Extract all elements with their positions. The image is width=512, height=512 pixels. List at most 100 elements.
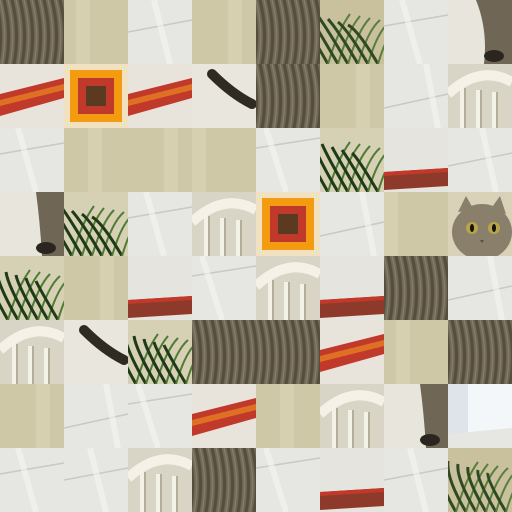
placemat-edge-image bbox=[320, 320, 384, 384]
puzzle-tile[interactable] bbox=[320, 320, 384, 384]
puzzle-tile[interactable] bbox=[128, 448, 192, 512]
puzzle-tile[interactable] bbox=[448, 64, 512, 128]
puzzle-tile[interactable] bbox=[192, 448, 256, 512]
tablecloth-image bbox=[0, 128, 64, 192]
puzzle-tile[interactable] bbox=[384, 384, 448, 448]
placemat-corner-image bbox=[64, 64, 128, 128]
puzzle-tile[interactable] bbox=[320, 0, 384, 64]
plant-image bbox=[64, 192, 128, 256]
puzzle-tile[interactable] bbox=[320, 64, 384, 128]
puzzle-tile[interactable] bbox=[128, 192, 192, 256]
puzzle-tile[interactable] bbox=[448, 192, 512, 256]
puzzle-tile[interactable] bbox=[128, 384, 192, 448]
puzzle-tile[interactable] bbox=[192, 256, 256, 320]
puzzle-tile[interactable] bbox=[256, 128, 320, 192]
cat-paw-image bbox=[448, 0, 512, 64]
tablecloth-image bbox=[384, 448, 448, 512]
tablecloth-image bbox=[128, 192, 192, 256]
cat-fur-image bbox=[256, 0, 320, 64]
cat-fur-image bbox=[0, 0, 64, 64]
puzzle-tile[interactable] bbox=[448, 320, 512, 384]
puzzle-tile[interactable] bbox=[256, 256, 320, 320]
puzzle-tile[interactable] bbox=[64, 256, 128, 320]
plant-wall-image bbox=[320, 0, 384, 64]
puzzle-tile[interactable] bbox=[256, 384, 320, 448]
puzzle-tile[interactable] bbox=[192, 320, 256, 384]
cat-tail-image bbox=[64, 320, 128, 384]
puzzle-tile[interactable] bbox=[384, 256, 448, 320]
puzzle-tile[interactable] bbox=[64, 0, 128, 64]
placemat-side-image bbox=[384, 128, 448, 192]
puzzle-tile[interactable] bbox=[448, 384, 512, 448]
puzzle-tile[interactable] bbox=[256, 0, 320, 64]
cat-tail-image bbox=[192, 64, 256, 128]
puzzle-tile[interactable] bbox=[320, 384, 384, 448]
puzzle-tile[interactable] bbox=[320, 192, 384, 256]
wall-image bbox=[64, 128, 128, 192]
placemat-corner-image bbox=[256, 192, 320, 256]
cat-paw-image bbox=[0, 192, 64, 256]
puzzle-tile[interactable] bbox=[384, 448, 448, 512]
wall-image bbox=[256, 384, 320, 448]
tablecloth-image bbox=[256, 448, 320, 512]
plant-wall-image bbox=[448, 448, 512, 512]
puzzle-tile[interactable] bbox=[192, 0, 256, 64]
puzzle-tile[interactable] bbox=[256, 192, 320, 256]
puzzle-tile[interactable] bbox=[0, 384, 64, 448]
puzzle-tile[interactable] bbox=[128, 256, 192, 320]
puzzle-tile[interactable] bbox=[0, 320, 64, 384]
puzzle-tile[interactable] bbox=[0, 256, 64, 320]
puzzle-tile[interactable] bbox=[320, 256, 384, 320]
cat-fur-image bbox=[448, 320, 512, 384]
puzzle-tile[interactable] bbox=[128, 64, 192, 128]
tablecloth-image bbox=[192, 256, 256, 320]
cat-face-image bbox=[448, 192, 512, 256]
puzzle-tile[interactable] bbox=[256, 320, 320, 384]
puzzle-tile[interactable] bbox=[256, 448, 320, 512]
chair-back-image bbox=[256, 256, 320, 320]
puzzle-tile[interactable] bbox=[128, 128, 192, 192]
placemat-edge-image bbox=[128, 64, 192, 128]
puzzle-tile[interactable] bbox=[192, 384, 256, 448]
puzzle-tile[interactable] bbox=[64, 448, 128, 512]
cat-fur-image bbox=[256, 64, 320, 128]
puzzle-tile[interactable] bbox=[256, 64, 320, 128]
tablecloth-image bbox=[320, 192, 384, 256]
puzzle-tile[interactable] bbox=[0, 448, 64, 512]
tablecloth-image bbox=[128, 384, 192, 448]
placemat-edge-image bbox=[192, 384, 256, 448]
puzzle-tile[interactable] bbox=[384, 0, 448, 64]
wall-image bbox=[128, 128, 192, 192]
puzzle-tile[interactable] bbox=[0, 128, 64, 192]
puzzle-tile[interactable] bbox=[384, 192, 448, 256]
plant-image bbox=[128, 320, 192, 384]
puzzle-tile[interactable] bbox=[448, 128, 512, 192]
puzzle-tile[interactable] bbox=[0, 0, 64, 64]
puzzle-tile[interactable] bbox=[64, 64, 128, 128]
puzzle-tile[interactable] bbox=[384, 128, 448, 192]
puzzle-tile[interactable] bbox=[320, 448, 384, 512]
puzzle-tile[interactable] bbox=[64, 128, 128, 192]
plant-image bbox=[0, 256, 64, 320]
puzzle-tile[interactable] bbox=[64, 320, 128, 384]
puzzle-tile[interactable] bbox=[0, 64, 64, 128]
puzzle-tile[interactable] bbox=[128, 320, 192, 384]
tablecloth-image bbox=[448, 128, 512, 192]
puzzle-tile[interactable] bbox=[192, 128, 256, 192]
puzzle-tile[interactable] bbox=[448, 0, 512, 64]
placemat-side-image bbox=[320, 448, 384, 512]
puzzle-tile[interactable] bbox=[448, 256, 512, 320]
puzzle-tile[interactable] bbox=[320, 128, 384, 192]
puzzle-tile[interactable] bbox=[192, 192, 256, 256]
puzzle-tile[interactable] bbox=[64, 384, 128, 448]
wall-image bbox=[192, 0, 256, 64]
puzzle-tile[interactable] bbox=[384, 320, 448, 384]
puzzle-tile[interactable] bbox=[64, 192, 128, 256]
puzzle-tile[interactable] bbox=[128, 0, 192, 64]
tablecloth-image bbox=[384, 0, 448, 64]
puzzle-tile[interactable] bbox=[448, 448, 512, 512]
puzzle-tile[interactable] bbox=[0, 192, 64, 256]
puzzle-tile[interactable] bbox=[192, 64, 256, 128]
puzzle-tile[interactable] bbox=[384, 64, 448, 128]
